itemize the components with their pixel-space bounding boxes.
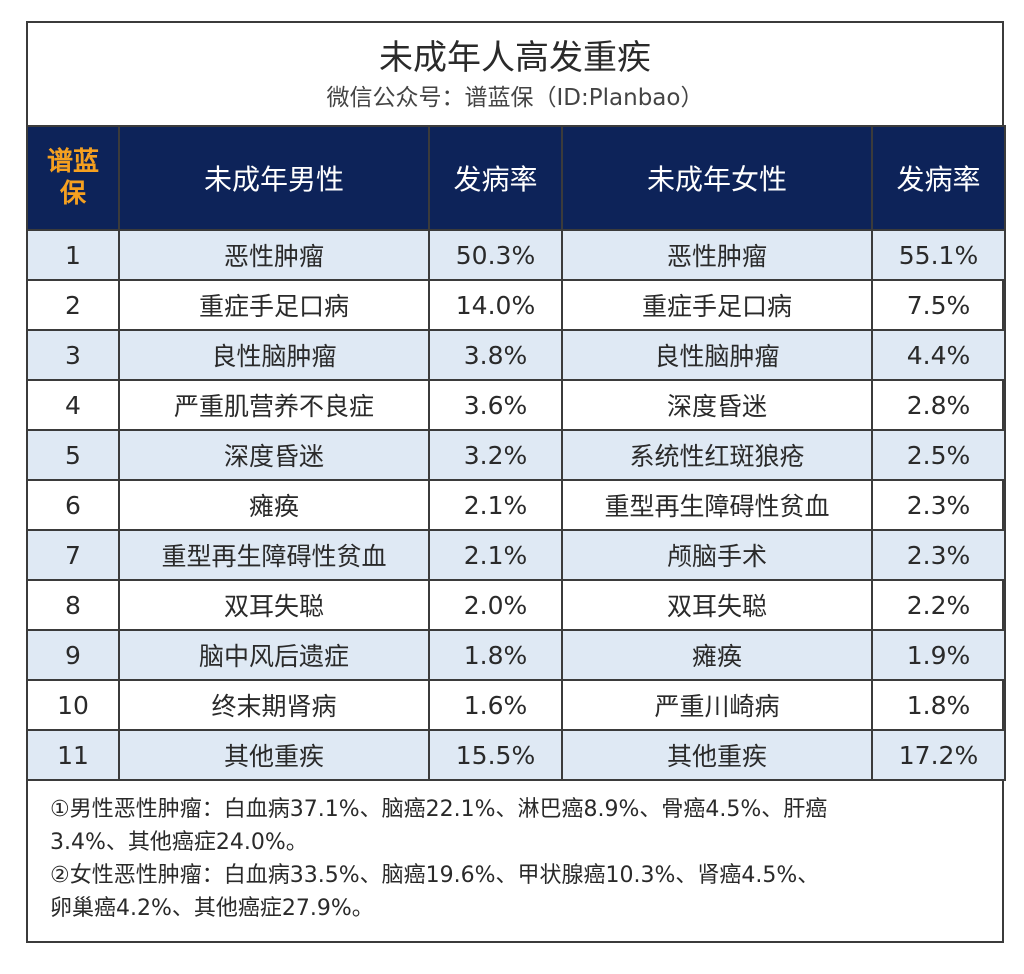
rank-cell: 3 [26, 329, 120, 381]
female-disease-cell: 瘫痪 [561, 629, 873, 681]
male-disease-cell: 严重肌营养不良症 [118, 379, 430, 431]
female-rate-header: 发病率 [871, 125, 1006, 231]
table-row: 3 良性脑肿瘤 3.8% 良性脑肿瘤 4.4% [26, 329, 1006, 381]
footnotes: ①男性恶性肿瘤：白血病37.1%、脑癌22.1%、淋巴癌8.9%、骨癌4.5%、… [28, 781, 1002, 925]
female-disease-cell: 系统性红斑狼疮 [561, 429, 873, 481]
disease-table: 谱蓝保 未成年男性 发病率 未成年女性 发病率 1 恶性肿瘤 50.3% 恶性肿瘤 55… [26, 125, 1006, 781]
male-disease-cell: 脑中风后遗症 [118, 629, 430, 681]
male-rate-cell: 3.8% [428, 329, 563, 381]
female-rate-cell: 4.4% [871, 329, 1006, 381]
table-row: 7 重型再生障碍性贫血 2.1% 颅脑手术 2.3% [26, 529, 1006, 581]
table-row: 5 深度昏迷 3.2% 系统性红斑狼疮 2.5% [26, 429, 1006, 481]
table-row: 9 脑中风后遗症 1.8% 瘫痪 1.9% [26, 629, 1006, 681]
rank-cell: 5 [26, 429, 120, 481]
rank-cell: 4 [26, 379, 120, 431]
page-title: 未成年人高发重疾 [379, 38, 651, 78]
female-rate-cell: 7.5% [871, 279, 1006, 331]
male-disease-cell: 其他重疾 [118, 729, 430, 781]
female-disease-cell: 其他重疾 [561, 729, 873, 781]
male-rate-cell: 3.6% [428, 379, 563, 431]
female-disease-cell: 深度昏迷 [561, 379, 873, 431]
rank-cell: 2 [26, 279, 120, 331]
female-disease-cell: 恶性肿瘤 [561, 229, 873, 281]
male-header: 未成年男性 [118, 125, 430, 231]
female-rate-cell: 2.3% [871, 479, 1006, 531]
rank-cell: 6 [26, 479, 120, 531]
male-note-line-2: 3.4%、其他癌症24.0%。 [50, 830, 308, 855]
male-disease-cell: 重型再生障碍性贫血 [118, 529, 430, 581]
table-body: 1 恶性肿瘤 50.3% 恶性肿瘤 55.1% 2 重症手足口病 14.0% 重症手足口病 7.5… [26, 229, 1006, 781]
female-disease-cell: 良性脑肿瘤 [561, 329, 873, 381]
rank-cell: 9 [26, 629, 120, 681]
header-row: 谱蓝保 未成年男性 发病率 未成年女性 发病率 [26, 125, 1006, 231]
male-disease-cell: 深度昏迷 [118, 429, 430, 481]
female-rate-cell: 2.5% [871, 429, 1006, 481]
male-disease-cell: 恶性肿瘤 [118, 229, 430, 281]
male-rate-cell: 14.0% [428, 279, 563, 331]
table-row: 2 重症手足口病 14.0% 重症手足口病 7.5% [26, 279, 1006, 331]
rank-cell: 7 [26, 529, 120, 581]
female-disease-cell: 双耳失聪 [561, 579, 873, 631]
table-row: 10 终末期肾病 1.6% 严重川崎病 1.8% [26, 679, 1006, 731]
female-rate-cell: 2.3% [871, 529, 1006, 581]
female-rate-cell: 2.2% [871, 579, 1006, 631]
female-rate-cell: 2.8% [871, 379, 1006, 431]
female-disease-cell: 重型再生障碍性贫血 [561, 479, 873, 531]
male-disease-cell: 重症手足口病 [118, 279, 430, 331]
female-disease-cell: 严重川崎病 [561, 679, 873, 731]
male-disease-cell: 双耳失聪 [118, 579, 430, 631]
male-disease-cell: 瘫痪 [118, 479, 430, 531]
female-disease-cell: 重症手足口病 [561, 279, 873, 331]
female-rate-cell: 55.1% [871, 229, 1006, 281]
female-rate-cell: 17.2% [871, 729, 1006, 781]
table-row: 11 其他重疾 15.5% 其他重疾 17.2% [26, 729, 1006, 781]
male-rate-cell: 15.5% [428, 729, 563, 781]
female-note-line-1: ②女性恶性肿瘤：白血病33.5%、脑癌19.6%、甲状腺癌10.3%、肾癌4.5… [50, 863, 820, 888]
female-rate-cell: 1.9% [871, 629, 1006, 681]
male-disease-cell: 终末期肾病 [118, 679, 430, 731]
male-rate-cell: 2.1% [428, 479, 563, 531]
title-block: 未成年人高发重疾 微信公众号：谱蓝保（ID:Planbao） [28, 23, 1002, 125]
male-rate-cell: 3.2% [428, 429, 563, 481]
table-row: 4 严重肌营养不良症 3.6% 深度昏迷 2.8% [26, 379, 1006, 431]
table-row: 8 双耳失聪 2.0% 双耳失聪 2.2% [26, 579, 1006, 631]
rank-cell: 11 [26, 729, 120, 781]
table-row: 1 恶性肿瘤 50.3% 恶性肿瘤 55.1% [26, 229, 1006, 281]
page-subtitle: 微信公众号：谱蓝保（ID:Planbao） [326, 85, 704, 111]
male-disease-cell: 良性脑肿瘤 [118, 329, 430, 381]
male-rate-cell: 1.6% [428, 679, 563, 731]
rank-cell: 1 [26, 229, 120, 281]
female-rate-cell: 1.8% [871, 679, 1006, 731]
female-header: 未成年女性 [561, 125, 873, 231]
male-rate-cell: 1.8% [428, 629, 563, 681]
brand-label: 谱蓝保 [46, 147, 99, 209]
male-rate-header: 发病率 [428, 125, 563, 231]
female-note-line-2: 卵巢癌4.2%、其他癌症27.9%。 [50, 896, 374, 921]
brand-header: 谱蓝保 [26, 125, 120, 231]
rank-cell: 10 [26, 679, 120, 731]
rank-cell: 8 [26, 579, 120, 631]
document-frame: 未成年人高发重疾 微信公众号：谱蓝保（ID:Planbao） 谱蓝保 未成年男性… [26, 21, 1006, 943]
table-header: 谱蓝保 未成年男性 发病率 未成年女性 发病率 [26, 125, 1006, 231]
male-rate-cell: 2.0% [428, 579, 563, 631]
male-note-line-1: ①男性恶性肿瘤：白血病37.1%、脑癌22.1%、淋巴癌8.9%、骨癌4.5%、… [50, 797, 828, 822]
table-row: 6 瘫痪 2.1% 重型再生障碍性贫血 2.3% [26, 479, 1006, 531]
male-rate-cell: 2.1% [428, 529, 563, 581]
male-rate-cell: 50.3% [428, 229, 563, 281]
female-disease-cell: 颅脑手术 [561, 529, 873, 581]
